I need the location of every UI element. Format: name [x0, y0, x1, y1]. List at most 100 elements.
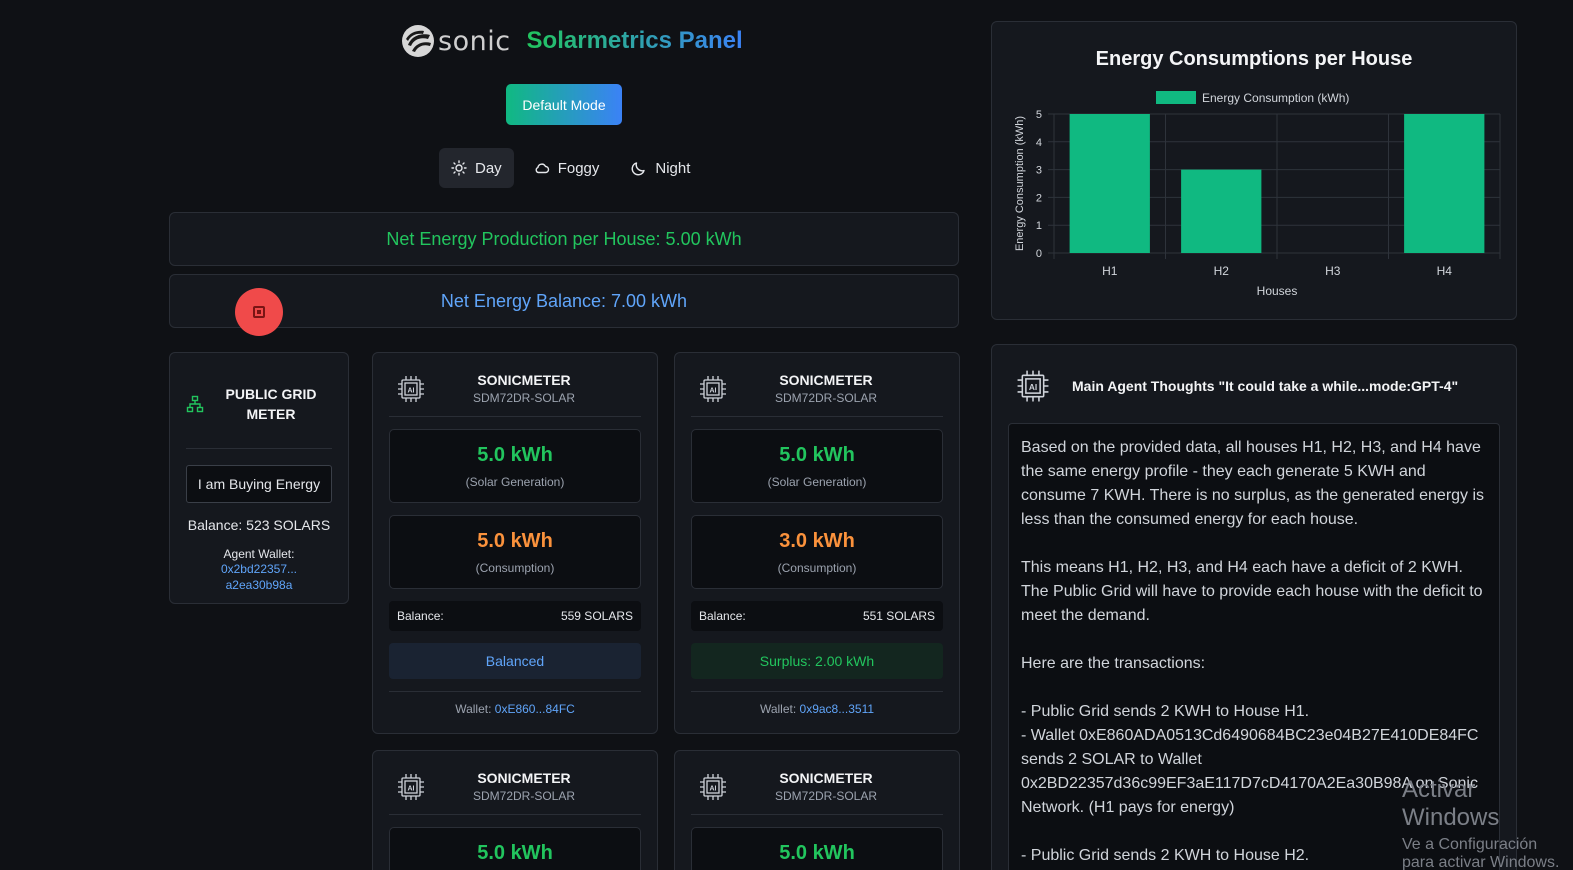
- transaction-line: - Public Grid sends 2 KWH to House H2.: [1021, 847, 1310, 864]
- meter-name: SONICMETER: [779, 770, 873, 786]
- consumption-label: (Consumption): [777, 561, 857, 575]
- consumption-value: 3.0 kWh: [779, 530, 855, 552]
- sonic-logo-icon: [402, 25, 434, 57]
- y-tick-label: 2: [1036, 192, 1042, 204]
- consumption-chart-card: Energy Consumptions per House Energy Con…: [991, 21, 1517, 320]
- y-tick-label: 1: [1036, 220, 1042, 232]
- moon-icon: [631, 162, 646, 176]
- generation-stat: 5.0 kWh: [389, 827, 641, 870]
- wallet-link[interactable]: 0x9ac8...3511: [799, 702, 875, 716]
- agent-wallet-line1: 0x2bd22357...: [220, 562, 298, 576]
- grid-balance: Balance: 523 SOLARS: [187, 517, 331, 533]
- generation-label: (Solar Generation): [465, 475, 565, 489]
- svg-text:AI: AI: [408, 785, 415, 792]
- watermark-title: Activar Windows: [1402, 776, 1500, 831]
- app-header: sonic Solarmetrics Panel: [402, 22, 743, 60]
- x-tick-label: H4: [1437, 264, 1453, 278]
- weather-day-button[interactable]: Day: [439, 148, 514, 188]
- svg-text:AI: AI: [710, 785, 717, 792]
- svg-text:AI: AI: [710, 387, 717, 394]
- balance-label: Balance:: [397, 609, 444, 623]
- bar: [1181, 169, 1262, 253]
- meter-card: AI SONICMETER SDM72DR-SOLAR 5.0 kWh: [674, 750, 960, 870]
- x-tick-label: H2: [1214, 264, 1230, 278]
- generation-stat: 5.0 kWh: [691, 827, 943, 870]
- sun-icon: [451, 160, 467, 176]
- watermark-subtitle: Ve a Configuración para activar Windows.: [1402, 836, 1560, 870]
- wallet-link[interactable]: 0xE860...84FC: [494, 702, 575, 716]
- consumption-bar-chart: Energy Consumption (kWh) 0 1 2 3 4 5 H1 H2 H3 H4 Ho…: [1014, 91, 1501, 298]
- x-tick-label: H1: [1102, 264, 1118, 278]
- meter-model: SDM72DR-SOLAR: [774, 789, 878, 803]
- meter-model: SDM72DR-SOLAR: [472, 789, 576, 803]
- consumption-stat: 5.0 kWh (Consumption): [389, 515, 641, 589]
- weather-selector: Day Foggy Night: [439, 148, 702, 188]
- stop-record-button[interactable]: [235, 288, 283, 336]
- meter-model: SDM72DR-SOLAR: [774, 391, 878, 405]
- thought-paragraph: Based on the provided data, all houses H…: [1021, 439, 1485, 528]
- windows-activation-watermark: Activar Windows Ve a Configuración para …: [1402, 776, 1573, 870]
- meter-card: AI SONICMETER SDM72DR-SOLAR 5.0 kWh (Sol…: [372, 352, 658, 734]
- balance-value: 559 SOLARS: [560, 609, 633, 623]
- net-balance-banner: Net Energy Balance: 7.00 kWh: [169, 274, 959, 328]
- balance-label: Balance:: [699, 609, 746, 623]
- logo-text: sonic: [438, 25, 511, 57]
- generation-stat: 5.0 kWh (Solar Generation): [389, 429, 641, 503]
- ai-chip-icon: AI: [700, 375, 726, 402]
- bar: [1404, 114, 1485, 253]
- meter-card: AI SONICMETER SDM72DR-SOLAR 5.0 kWh: [372, 750, 658, 870]
- legend-swatch: [1156, 91, 1196, 104]
- thought-paragraph: Here are the transactions:: [1021, 655, 1206, 672]
- weather-foggy-button[interactable]: Foggy: [522, 148, 612, 188]
- y-tick-label: 0: [1036, 248, 1042, 260]
- agent-thoughts-title: Main Agent Thoughts "It could take a whi…: [1072, 378, 1459, 394]
- page-title: Solarmetrics Panel: [526, 27, 743, 54]
- meter-name: SONICMETER: [477, 770, 571, 786]
- weather-night-label: Night: [655, 159, 691, 177]
- weather-day-label: Day: [475, 159, 502, 177]
- weather-night-button[interactable]: Night: [619, 148, 702, 188]
- legend-label: Energy Consumption (kWh): [1202, 91, 1349, 105]
- wallet-label: Wallet:: [759, 702, 797, 716]
- grid-status-field: I am Buying Energy: [186, 465, 332, 503]
- consumption-label: (Consumption): [475, 561, 555, 575]
- ai-chip-icon: AI: [398, 375, 424, 402]
- wallet-row: Wallet: 0x9ac8...3511: [691, 691, 943, 716]
- svg-text:AI: AI: [408, 387, 415, 394]
- transaction-line: - Wallet 0xE860ADA0513Cd6490684BC23e04B2…: [1021, 727, 1479, 816]
- wallet-row: Wallet: 0xE860...84FC: [389, 691, 641, 716]
- agent-wallet-link[interactable]: 0x2bd22357... a2ea30b98a: [186, 561, 332, 593]
- default-mode-button[interactable]: Default Mode: [506, 84, 622, 125]
- meter-model: SDM72DR-SOLAR: [472, 391, 576, 405]
- x-axis-title: Houses: [1257, 284, 1298, 298]
- y-tick-label: 4: [1036, 137, 1042, 149]
- chart-title: Energy Consumptions per House: [1095, 48, 1413, 70]
- svg-text:AI: AI: [1029, 382, 1037, 392]
- balance-row: Balance: 559 SOLARS: [389, 601, 641, 631]
- y-tick-label: 5: [1036, 109, 1042, 121]
- transaction-line: - Public Grid sends 2 KWH to House H1.: [1021, 703, 1310, 720]
- y-axis-title: Energy Consumption (kWh): [1014, 116, 1026, 251]
- agent-wallet-label: Agent Wallet:: [223, 547, 295, 561]
- weather-foggy-label: Foggy: [557, 159, 600, 177]
- meter-state-badge: Surplus: 2.00 kWh: [691, 643, 943, 679]
- agent-thoughts-card: AI Main Agent Thoughts "It could take a …: [991, 344, 1517, 870]
- y-tick-label: 3: [1036, 165, 1042, 177]
- thought-paragraph: This means H1, H2, H3, and H4 each have …: [1021, 559, 1483, 624]
- cloud-icon: [535, 163, 549, 174]
- public-grid-card: PUBLIC GRID METER I am Buying Energy Bal…: [169, 352, 349, 604]
- balance-row: Balance: 551 SOLARS: [691, 601, 943, 631]
- wallet-label: Wallet:: [455, 702, 492, 716]
- ai-chip-icon: AI: [1017, 370, 1049, 402]
- generation-value: 5.0 kWh: [477, 842, 553, 864]
- generation-value: 5.0 kWh: [477, 444, 553, 466]
- generation-value: 5.0 kWh: [779, 444, 855, 466]
- ai-chip-icon: AI: [398, 773, 424, 800]
- bar: [1069, 114, 1150, 253]
- agent-thoughts-text: Based on the provided data, all houses H…: [1008, 423, 1500, 870]
- network-icon: [186, 395, 204, 412]
- meter-name: SONICMETER: [779, 372, 873, 388]
- net-production-banner: Net Energy Production per House: 5.00 kW…: [169, 212, 959, 266]
- x-tick-label: H3: [1325, 264, 1341, 278]
- generation-stat: 5.0 kWh (Solar Generation): [691, 429, 943, 503]
